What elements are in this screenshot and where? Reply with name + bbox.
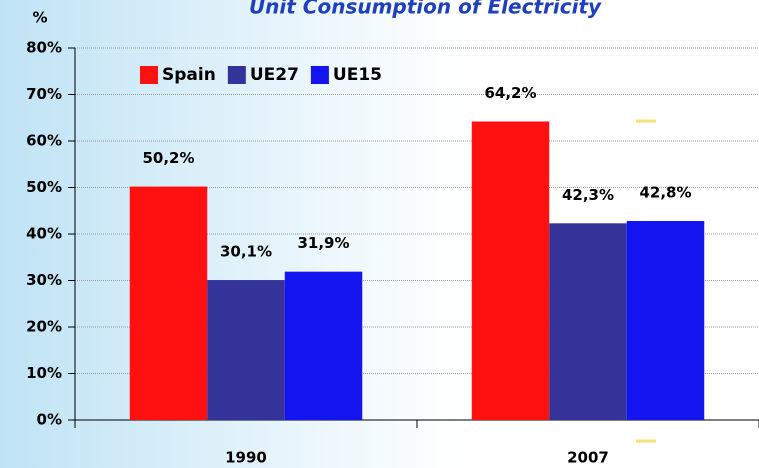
y-tick-label: 70%: [26, 85, 62, 103]
bar: [549, 223, 627, 420]
legend-swatch: [310, 66, 329, 84]
y-tick-label: 0%: [37, 411, 62, 429]
value-label: 50,2%: [142, 149, 194, 167]
value-label: 42,8%: [639, 183, 691, 201]
bar: [471, 121, 550, 420]
bar: [207, 280, 285, 420]
legend-label: Spain: [162, 65, 216, 85]
y-tick-label: 30%: [26, 271, 62, 289]
legend-label: UE15: [333, 65, 382, 85]
x-tick-label: 1990: [225, 449, 267, 467]
bar: [284, 271, 363, 420]
legend-swatch: [140, 66, 158, 84]
y-tick-label: 20%: [26, 318, 62, 336]
legend-swatch: [227, 66, 246, 84]
value-label: 30,1%: [220, 243, 272, 261]
chart-title: Unit Consumption of Electricity: [249, 0, 602, 19]
y-tick-label: 10%: [26, 364, 62, 382]
y-tick-label: 60%: [26, 132, 62, 150]
bar: [129, 186, 208, 420]
y-tick-label: 50%: [26, 178, 62, 196]
bar: [626, 220, 705, 420]
value-label: 42,3%: [562, 186, 614, 204]
x-tick-label: 2007: [567, 449, 609, 467]
y-tick-label: 80%: [26, 39, 62, 57]
y-axis-label: %: [32, 9, 47, 27]
y-tick-label: 40%: [26, 225, 62, 243]
legend-label: UE27: [250, 65, 299, 85]
value-label: 64,2%: [484, 84, 536, 102]
value-label: 31,9%: [297, 234, 349, 252]
